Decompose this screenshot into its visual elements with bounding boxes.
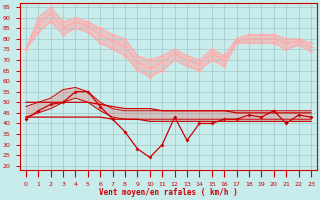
X-axis label: Vent moyen/en rafales ( km/h ): Vent moyen/en rafales ( km/h ) [99,188,238,197]
